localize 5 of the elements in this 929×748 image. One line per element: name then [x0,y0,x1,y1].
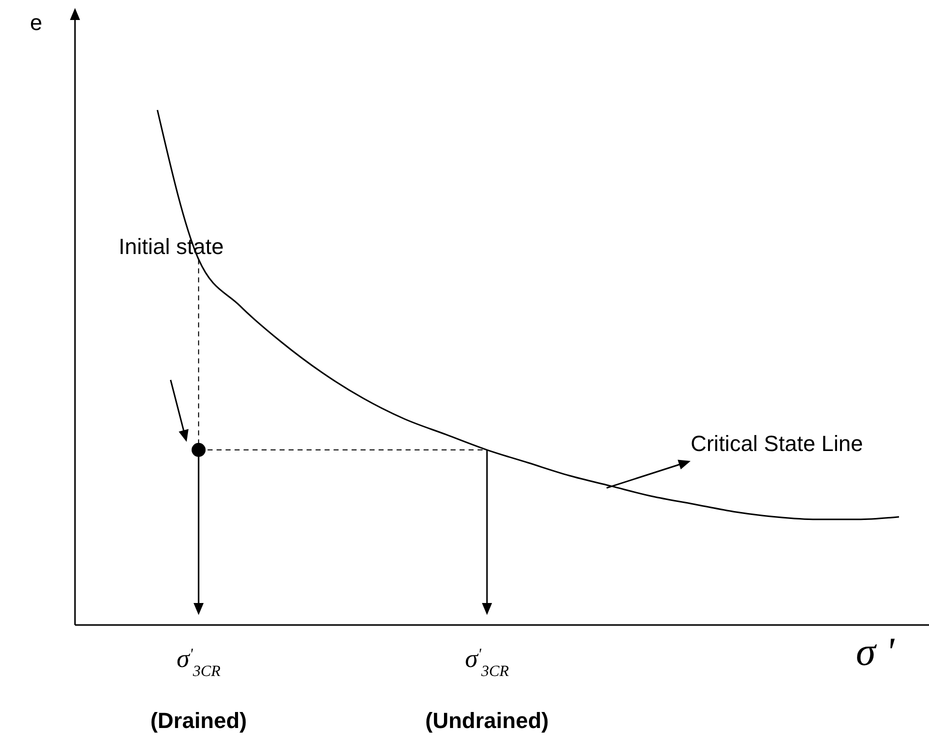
text: (Drained) [150,708,247,733]
y-axis-title: e [30,10,42,35]
x-axis-title: σ ' [856,629,896,674]
text: (Undrained) [425,708,549,733]
annotation: Critical State Line [690,430,864,456]
